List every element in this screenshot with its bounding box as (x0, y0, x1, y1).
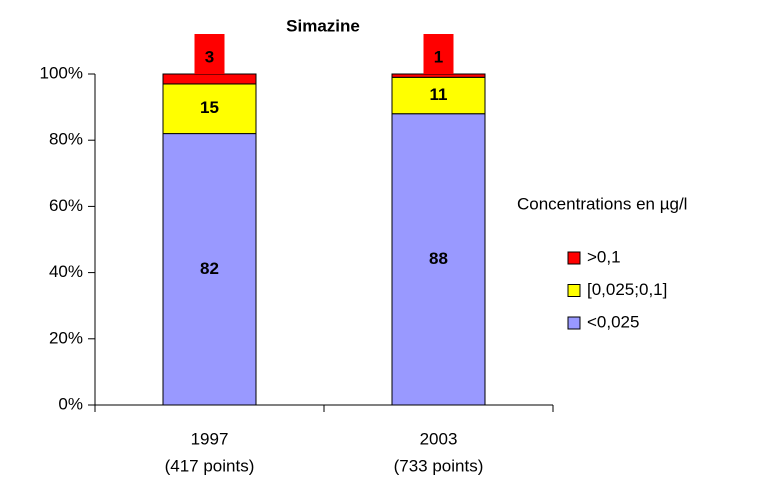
data-label: 11 (430, 85, 448, 104)
legend-swatch (567, 284, 581, 297)
legend-title: Concentrations en µg/l (517, 194, 687, 213)
legend-label: [0,025;0,1] (587, 280, 667, 299)
y-tick-label: 80% (49, 130, 83, 149)
legend-label: >0,1 (587, 247, 621, 266)
y-tick-label: 0% (58, 394, 83, 413)
y-tick-label: 60% (49, 196, 83, 215)
bar-segment (162, 83, 257, 135)
bar-segment (391, 76, 486, 115)
y-tick-label: 40% (49, 262, 83, 281)
legend-label: <0,025 (587, 312, 639, 331)
data-label: 3 (205, 47, 214, 66)
x-tick-label: 2003 (420, 429, 458, 448)
data-label: 1 (434, 47, 443, 66)
bar-segment (162, 73, 257, 85)
legend-swatch (567, 316, 581, 330)
data-label: 82 (200, 259, 219, 278)
data-label-box (194, 34, 225, 74)
y-tick-label: 100% (40, 63, 83, 82)
bar-segment (391, 113, 486, 406)
data-label: 88 (429, 249, 448, 268)
chart-title: Simazine (286, 16, 360, 35)
x-tick-label: 1997 (191, 429, 229, 448)
x-tick-sublabel: (733 points) (394, 456, 484, 475)
bar-segment (391, 73, 486, 78)
y-tick-label: 20% (49, 328, 83, 347)
data-label: 15 (200, 98, 219, 117)
legend-swatch (567, 251, 581, 265)
data-label-box (423, 34, 454, 74)
bar-segment (162, 133, 257, 406)
x-tick-sublabel: (417 points) (165, 456, 255, 475)
